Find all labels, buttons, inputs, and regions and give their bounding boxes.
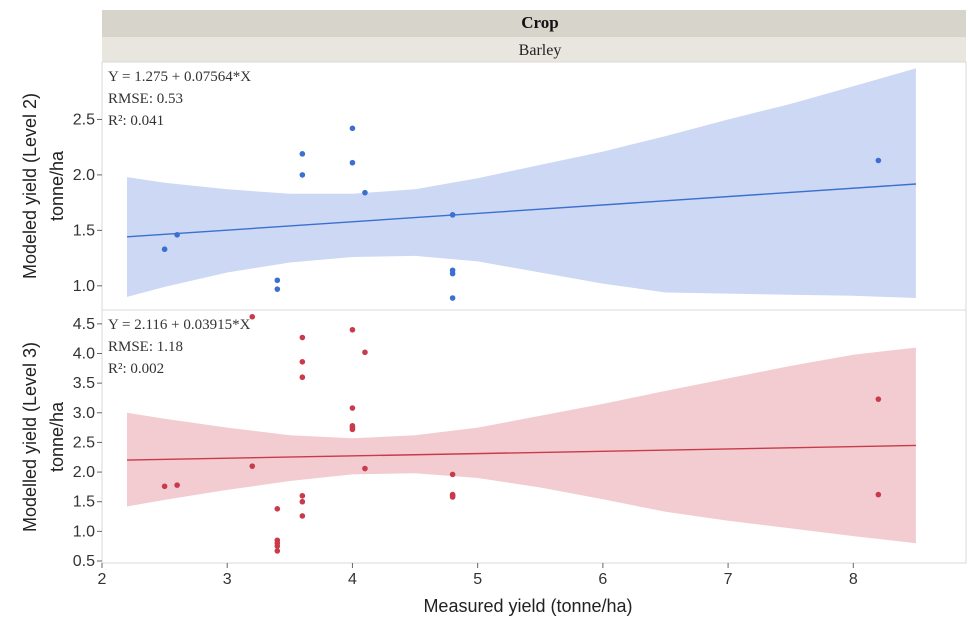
data-point-level2 <box>299 151 306 157</box>
header-subtitle: Barley <box>519 42 562 59</box>
data-point-level3 <box>349 426 356 433</box>
y-axis-label-level2-line2: tonne/ha <box>47 150 67 221</box>
panel-level2: 1.0 1.5 2.0 2.5 Y = 1.275 + 0.07564*X RMSE: 0… <box>73 68 916 301</box>
data-point-level2 <box>449 295 456 301</box>
confidence-band-level2 <box>127 68 916 299</box>
stat-line-level3: R²: 0.002 <box>108 361 164 377</box>
stat-line-level2: RMSE: 0.53 <box>108 91 183 107</box>
data-point-level3 <box>274 506 281 512</box>
data-point-level3 <box>299 334 306 341</box>
y-axis-label-level3: Modelled yield (Level 3) tonne/ha <box>20 342 67 532</box>
data-point-level3 <box>449 494 456 500</box>
data-point-level2 <box>349 159 356 166</box>
data-point-level2 <box>349 125 356 132</box>
data-point-level3 <box>349 326 356 333</box>
data-point-level3 <box>249 313 256 320</box>
data-point-level2 <box>161 246 168 253</box>
data-point-level3 <box>875 396 882 402</box>
x-tick-label: 4 <box>348 571 357 588</box>
y-tick-label-level3: 2.5 <box>73 434 95 451</box>
data-point-level3 <box>299 498 306 505</box>
fit-line-level2 <box>126 183 916 238</box>
panel-level3: 0.5 1.0 1.5 2.0 2.5 3.0 3.5 4.0 4.5 Y = 2.116 + 0… <box>73 313 916 570</box>
y-tick-label-level3: 1.0 <box>73 523 95 540</box>
y-axis-label-level3-line2: tonne/ha <box>47 401 67 472</box>
y-tick-label-level3: 1.5 <box>73 494 95 511</box>
confidence-band-level3 <box>127 347 916 544</box>
y-tick-label-level3: 4.0 <box>73 346 95 363</box>
x-tick-label: 7 <box>724 571 733 588</box>
subheader-bar <box>102 37 966 62</box>
y-tick-label-level3: 3.5 <box>73 375 95 392</box>
y-axis-label-level2: Modeled yield (Level 2) tonne/ha <box>20 93 67 279</box>
data-point-level2 <box>274 286 281 292</box>
y-axis-label-level2-line1: Modeled yield (Level 2) <box>20 93 40 279</box>
x-tick-label: 8 <box>849 571 858 588</box>
x-tick-label: 6 <box>598 571 607 588</box>
stat-line-level3: Y = 2.116 + 0.03915*X <box>108 317 251 333</box>
data-point-level3 <box>362 465 368 472</box>
y-tick-label-level2: 2.0 <box>73 167 95 184</box>
y-tick-label-level3: 0.5 <box>73 553 95 570</box>
data-point-level3 <box>174 482 180 488</box>
data-point-level3 <box>362 349 368 356</box>
y-tick-label-level2: 2.5 <box>73 111 95 128</box>
stat-line-level3: RMSE: 1.18 <box>108 339 183 355</box>
stat-line-level2: R²: 0.041 <box>108 113 164 129</box>
fit-line-level3 <box>127 444 916 461</box>
y-tick-label-level3: 4.5 <box>73 316 95 333</box>
panel-level3-frame <box>101 309 967 564</box>
x-axis-label: Measured yield (tonne/ha) <box>423 596 632 616</box>
data-point-level3 <box>449 471 456 478</box>
data-point-level3 <box>299 359 306 365</box>
x-tick-label: 5 <box>473 571 482 588</box>
y-axis-label-level3-line1: Modelled yield (Level 3) <box>20 342 40 532</box>
data-point-level3 <box>161 483 168 490</box>
data-point-level2 <box>299 172 306 178</box>
data-point-level2 <box>274 277 281 284</box>
data-point-level3 <box>299 513 306 519</box>
x-tick-label: 3 <box>223 571 232 588</box>
data-point-level3 <box>274 548 281 554</box>
header-bar <box>102 10 966 37</box>
data-point-level2 <box>174 232 180 238</box>
data-point-level3 <box>274 543 281 549</box>
data-point-level2 <box>875 157 882 164</box>
y-tick-label-level3: 2.0 <box>73 464 95 481</box>
y-tick-label-level3: 3.0 <box>73 405 95 422</box>
data-point-level3 <box>875 491 882 498</box>
data-point-level2 <box>362 189 368 196</box>
x-tick-label: 2 <box>98 571 107 588</box>
header-title: Crop <box>521 13 558 32</box>
data-point-level2 <box>449 212 456 218</box>
data-point-level2 <box>449 270 456 277</box>
data-point-level3 <box>299 374 306 381</box>
stat-line-level2: Y = 1.275 + 0.07564*X <box>108 69 251 85</box>
y-tick-label-level2: 1.5 <box>73 222 95 239</box>
data-point-level3 <box>299 492 306 499</box>
y-tick-label-level2: 1.0 <box>73 278 95 295</box>
data-point-level3 <box>249 463 256 469</box>
data-point-level3 <box>349 405 356 411</box>
x-axis: 2 3 4 5 6 7 8 <box>98 563 858 588</box>
